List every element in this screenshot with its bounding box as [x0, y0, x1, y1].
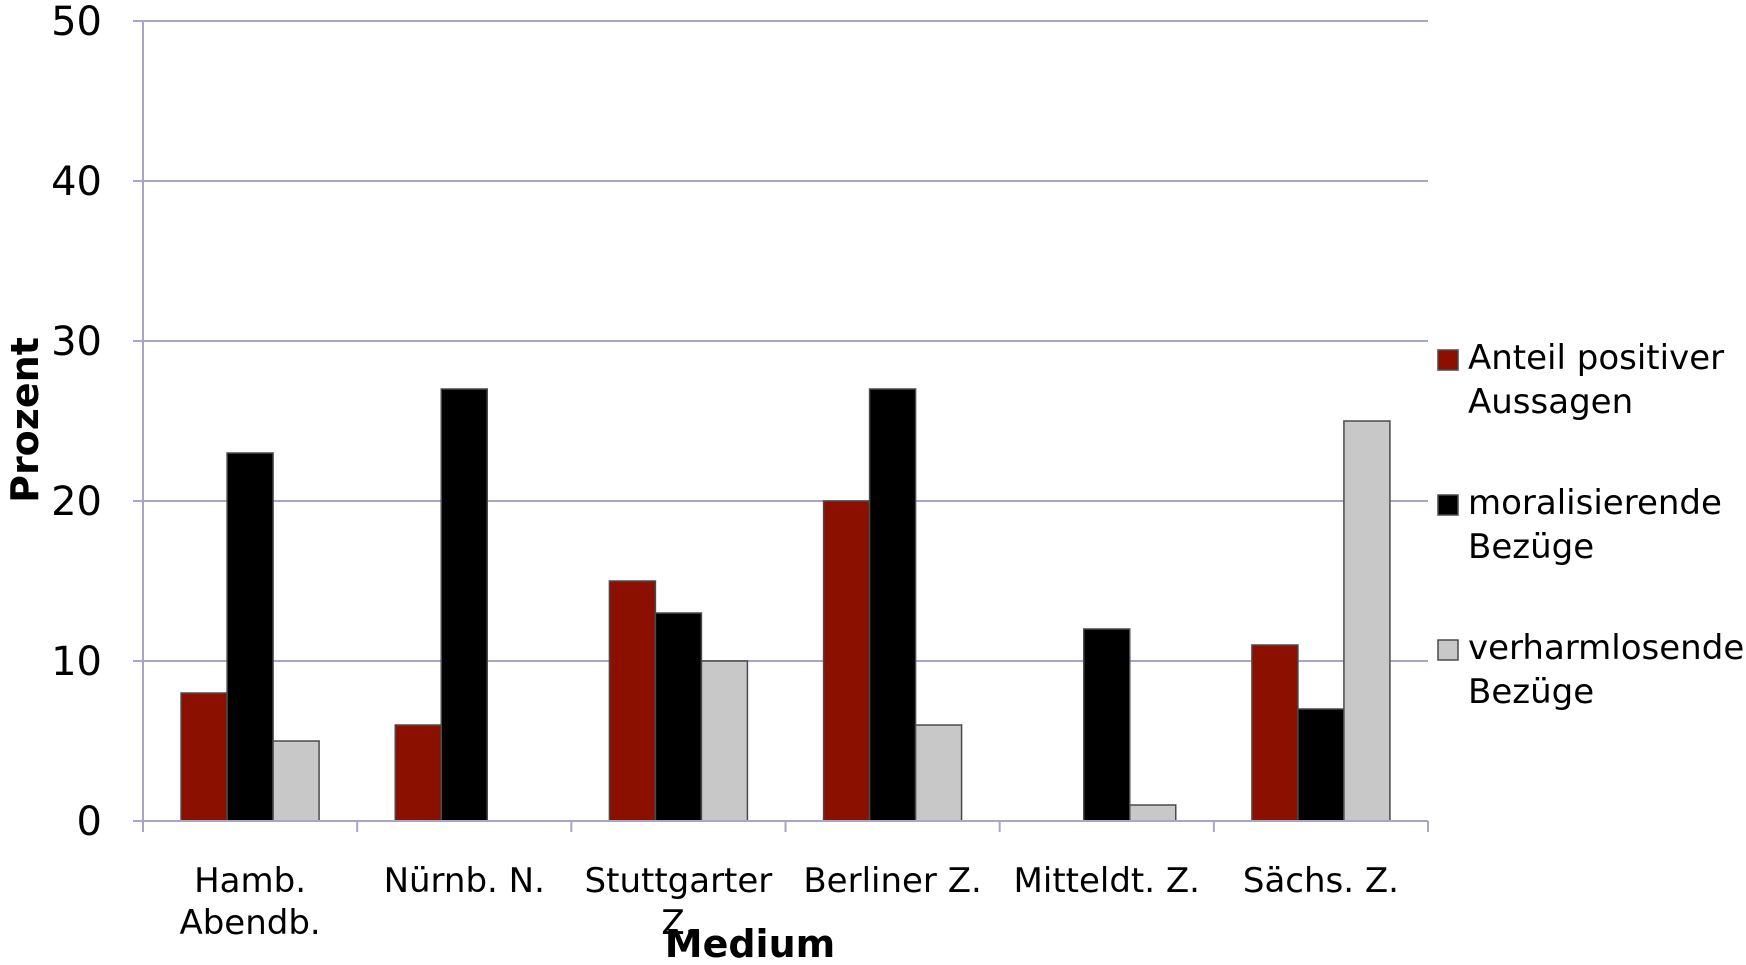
x-tick-label: Nürnb. N.	[384, 861, 545, 901]
bar	[180, 692, 228, 822]
y-axis-title: Prozent	[3, 337, 47, 503]
bar	[226, 452, 274, 822]
bar	[1083, 628, 1131, 822]
y-tick-label: 10	[51, 639, 102, 685]
legend-swatch	[1437, 639, 1459, 661]
gridlines	[143, 20, 1428, 662]
bar	[1297, 708, 1345, 822]
bar	[608, 580, 657, 822]
bar	[1343, 420, 1391, 822]
bar	[914, 724, 963, 822]
bar	[654, 612, 703, 822]
bar	[440, 388, 488, 822]
x-tick-label: Berliner Z.	[803, 861, 981, 901]
x-tick-label: Mitteldt. Z.	[1014, 861, 1200, 901]
x-tick-label: Hamb. Abendb.	[179, 861, 320, 943]
x-axis-title: Medium	[665, 922, 835, 965]
bar	[1129, 804, 1177, 822]
bar	[1251, 644, 1299, 822]
legend-swatch	[1437, 494, 1459, 516]
y-tick-label: 50	[51, 0, 102, 45]
y-tick-label: 40	[51, 159, 102, 205]
legend-label: Anteil positiver Aussagen	[1468, 338, 1724, 422]
labels: Prozent Medium Hamb. Abendb. Nürnb. N. Stut…	[3, 337, 1399, 965]
x-tick-label: Stuttgarter Z.	[585, 861, 773, 943]
y-tick-label: 20	[51, 479, 102, 525]
bars	[180, 388, 1391, 822]
bar	[700, 660, 749, 822]
y-tick-label: 30	[51, 319, 102, 365]
x-tick-label: Sächs. Z.	[1243, 861, 1399, 901]
bar	[394, 724, 442, 822]
legend-swatch	[1437, 349, 1459, 371]
bar	[868, 388, 917, 822]
legend-label: moralisierende Bezüge	[1468, 483, 1722, 567]
axes: 0 10 20 30 40 50	[51, 0, 1429, 845]
bar	[822, 500, 871, 822]
y-tick-label: 0	[77, 799, 102, 845]
bar	[272, 740, 320, 822]
legend-label: verharmlosende Bezüge	[1468, 628, 1744, 712]
legend: Anteil positiver Aussagen moralisierende Be…	[1437, 338, 1744, 712]
